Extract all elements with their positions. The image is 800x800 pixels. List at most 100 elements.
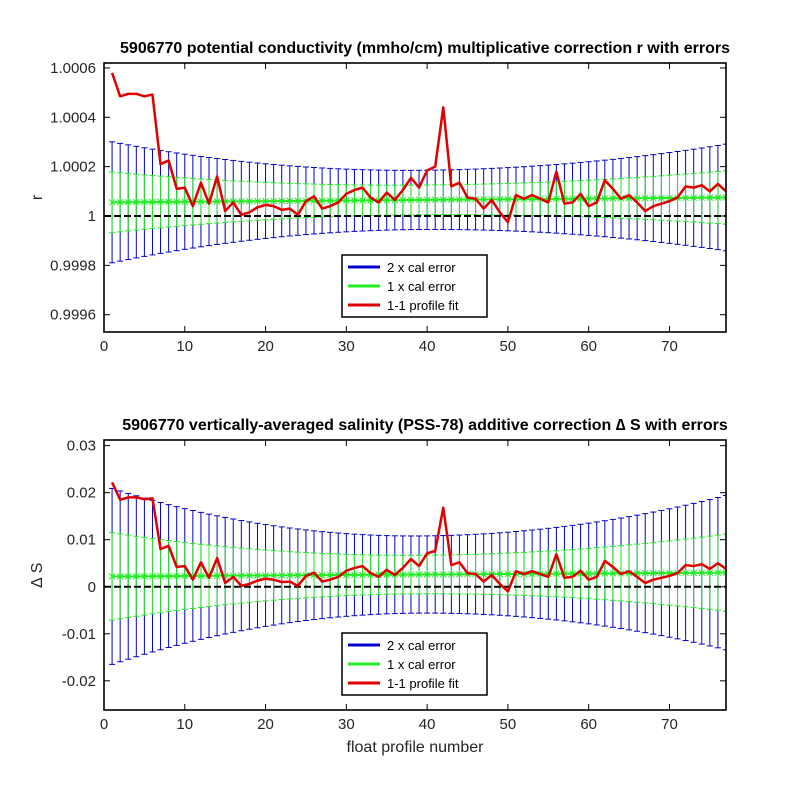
profile-fit-line bbox=[110, 481, 726, 593]
x-axis-label: float profile number bbox=[347, 739, 485, 756]
mapped-fit-marker bbox=[141, 198, 148, 206]
mapped-fit-marker bbox=[585, 570, 593, 577]
mapped-fit-marker bbox=[157, 198, 164, 206]
mapped-fit-marker bbox=[722, 194, 726, 201]
x-tick-label: 0 bbox=[100, 716, 108, 733]
mapped-fit-marker bbox=[706, 194, 714, 201]
mapped-fit-marker bbox=[383, 196, 391, 204]
mapped-fit-marker bbox=[246, 572, 253, 579]
mapped-fit-marker bbox=[431, 196, 439, 204]
x-tick-label: 60 bbox=[580, 716, 597, 733]
x-tick-label: 70 bbox=[661, 716, 678, 733]
mapped-fit-marker bbox=[601, 195, 609, 202]
mapped-fit-marker bbox=[108, 198, 116, 206]
mapped-fit-marker bbox=[399, 196, 407, 204]
mapped-fit-marker bbox=[278, 197, 286, 205]
bottom-panel-delta-s: 0 10 20 30 40 50 60 70 -0.02 -0.01 0 0.01 0.02 0.03 59… bbox=[29, 417, 728, 756]
y-tick-label: 0.9998 bbox=[50, 257, 96, 274]
mapped-fit-marker bbox=[641, 569, 649, 577]
mapped-fit-marker bbox=[254, 572, 261, 579]
mapped-fit-marker bbox=[439, 196, 447, 204]
chart-title: 5906770 vertically-averaged salinity (PS… bbox=[122, 417, 728, 434]
mapped-fit-marker bbox=[149, 198, 156, 206]
x-tick-label: 20 bbox=[257, 716, 274, 733]
mapped-fit-marker bbox=[132, 198, 140, 206]
mapped-fit-marker bbox=[399, 571, 407, 578]
y-tick-label: -0.02 bbox=[62, 673, 96, 690]
mapped-fit-marker bbox=[237, 197, 245, 205]
y-axis-label: r bbox=[29, 194, 46, 200]
mapped-fit-marker bbox=[270, 572, 277, 579]
x-tick-label: 40 bbox=[419, 716, 436, 733]
mapped-fit-marker bbox=[173, 572, 181, 580]
legend-label: 1 x cal error bbox=[387, 657, 456, 672]
mapped-fit-marker bbox=[658, 194, 665, 202]
legend-label: 1 x cal error bbox=[387, 279, 456, 294]
mapped-fit-marker bbox=[658, 569, 665, 577]
mapped-fit-marker bbox=[157, 572, 164, 580]
mapped-fit-marker bbox=[601, 570, 609, 577]
mapped-fit-marker bbox=[149, 572, 156, 580]
mapped-fit-marker bbox=[553, 195, 560, 203]
mapped-fit-marker bbox=[254, 197, 261, 205]
mapped-fit-marker bbox=[318, 571, 326, 579]
mapped-fit-marker bbox=[649, 569, 657, 577]
y-tick-label: 1.0002 bbox=[50, 159, 96, 176]
mapped-fit-marker bbox=[682, 194, 689, 202]
mapped-fit-marker bbox=[108, 573, 116, 580]
mapped-fit-marker bbox=[690, 569, 698, 577]
mapped-fit-marker bbox=[447, 196, 455, 204]
x-tick-label: 0 bbox=[100, 338, 108, 355]
x-tick-label: 60 bbox=[580, 338, 597, 355]
mapped-fit-marker bbox=[116, 198, 124, 206]
legend-label: 2 x cal error bbox=[387, 260, 456, 275]
mapped-fit-marker bbox=[278, 572, 286, 579]
mapped-fit-marker bbox=[359, 196, 366, 204]
mapped-fit-marker bbox=[124, 198, 132, 206]
mapped-fit-marker bbox=[439, 571, 447, 578]
mapped-fit-marker bbox=[326, 197, 334, 204]
x-tick-label: 30 bbox=[338, 716, 355, 733]
mapped-fit-marker bbox=[682, 569, 689, 577]
mapped-fit-marker bbox=[165, 572, 172, 580]
mapped-fit-marker bbox=[706, 569, 714, 577]
mapped-fit-marker bbox=[698, 194, 706, 202]
chart-title: 5906770 potential conductivity (mmho/cm)… bbox=[120, 40, 730, 57]
mapped-fit-marker bbox=[722, 569, 726, 577]
mapped-fit-marker bbox=[504, 195, 512, 203]
x-tick-label: 10 bbox=[176, 716, 193, 733]
mapped-fit-marker bbox=[431, 571, 439, 578]
y-tick-label: 1 bbox=[88, 208, 96, 225]
y-tick-label: 0.02 bbox=[67, 485, 96, 502]
x-tick-label: 10 bbox=[176, 338, 193, 355]
legend-label: 1-1 profile fit bbox=[387, 298, 459, 313]
mapped-fit-marker bbox=[504, 570, 512, 578]
x-tick-label: 50 bbox=[500, 716, 517, 733]
mapped-fit-marker bbox=[116, 573, 124, 580]
mapped-fit-marker bbox=[262, 572, 269, 579]
y-tick-label: -0.01 bbox=[62, 626, 96, 643]
mapped-fit-marker bbox=[246, 197, 253, 205]
x-tick-label: 20 bbox=[257, 338, 274, 355]
legend-label: 1-1 profile fit bbox=[387, 676, 459, 691]
top-panel-r: 0 10 20 30 40 50 60 70 0.9996 0.9998 1 1.0002 1.0004… bbox=[29, 40, 730, 355]
mapped-fit-marker bbox=[447, 570, 455, 578]
mapped-fit-marker bbox=[480, 570, 488, 578]
mapped-fit-marker bbox=[690, 194, 698, 202]
mapped-fit-marker bbox=[165, 198, 172, 206]
mapped-fit-marker bbox=[415, 571, 423, 578]
mapped-fit-marker bbox=[456, 570, 463, 578]
y-tick-label: 0.9996 bbox=[50, 307, 96, 324]
mapped-fit-marker bbox=[270, 197, 277, 205]
mapped-fit-marker bbox=[197, 572, 205, 580]
y-tick-label: 0.01 bbox=[67, 532, 96, 549]
y-tick-label: 1.0004 bbox=[50, 109, 96, 126]
mapped-fit-marker bbox=[124, 572, 132, 580]
mapped-fit-marker bbox=[294, 571, 302, 579]
y-tick-label: 0.03 bbox=[67, 438, 96, 455]
x-tick-label: 40 bbox=[419, 338, 436, 355]
mapped-fit-marker bbox=[415, 196, 423, 204]
mapped-fit-marker bbox=[496, 570, 504, 578]
profile-fit-line bbox=[110, 72, 726, 224]
